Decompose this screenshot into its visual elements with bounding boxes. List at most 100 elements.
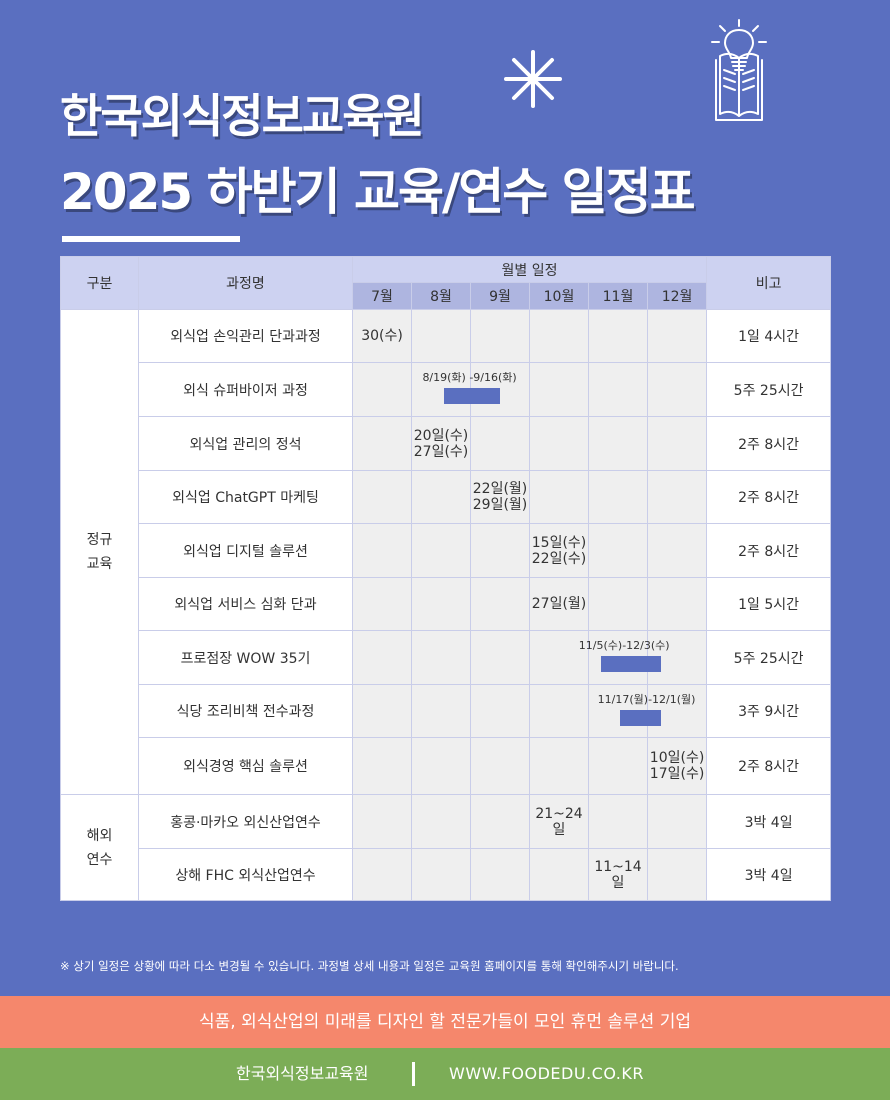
table-row: 외식업 디지털 솔루션 15일(수) 22일(수) 2주 8시간 — [61, 523, 832, 578]
page-title-org: 한국외식정보교육원 — [60, 89, 425, 143]
schedule-date: 10일(수) 17일(수) — [649, 750, 705, 782]
footnote: ※ 상기 일정은 상황에 따라 다소 변경될 수 있습니다. 과정별 상세 내용… — [60, 959, 679, 973]
schedule-date: 15일(수) 22일(수) — [531, 534, 587, 567]
month-cell — [646, 309, 708, 363]
month-cell — [588, 470, 648, 524]
table-row: 외식업 서비스 심화 단과 27일(월) 1일 5시간 — [61, 577, 832, 631]
note-cell: 2주 8시간 — [706, 470, 832, 524]
month-cell — [588, 794, 648, 849]
month-cell — [352, 794, 412, 849]
note-cell: 5주 25시간 — [706, 630, 832, 685]
note-cell: 2주 8시간 — [706, 416, 832, 471]
header-month-aug: 8월 — [411, 282, 471, 310]
month-cell — [470, 684, 530, 738]
table-row: 외식경영 핵심 솔루션 10일(수) 17일(수) 2주 8시간 — [61, 737, 832, 795]
category-cell: 정규 교육 — [60, 309, 139, 795]
course-name: 외식경영 핵심 솔루션 — [138, 737, 353, 795]
schedule-range-bar — [619, 709, 661, 726]
month-cell — [411, 737, 471, 795]
note-cell: 1일 5시간 — [706, 577, 832, 631]
header-course: 과정명 — [138, 256, 353, 310]
table-row: 프로점장 WOW 35기 11/5(수)-12/3(수) 5주 25시간 — [61, 630, 832, 685]
table-row: 정규 교육 외식업 손익관리 단과과정 30(수) 1일 4시간 — [60, 309, 832, 795]
course-name: 홍콩·마카오 외신산업연수 — [138, 794, 353, 849]
month-cell — [588, 523, 648, 578]
month-cell: 21~24일 — [529, 794, 589, 849]
month-cell — [646, 362, 708, 417]
month-cell — [470, 794, 530, 849]
month-cell — [470, 577, 530, 631]
note-cell: 3주 9시간 — [706, 684, 832, 738]
month-cell — [411, 309, 471, 363]
schedule-range-label: 11/17(월)-12/1(월) — [597, 692, 696, 706]
month-cell — [470, 848, 530, 901]
month-cell: 15일(수) 22일(수) — [529, 523, 589, 578]
month-cell — [646, 470, 708, 524]
schedule-date: 21~24일 — [535, 805, 583, 838]
table-row: 해외 연수 홍콩·마카오 외신산업연수 21~24일 3박 4일 — [60, 794, 832, 901]
schedule-date: 20일(수) 27일(수) — [413, 427, 469, 460]
month-cell — [529, 470, 589, 524]
table-row: 외식업 관리의 정석 20일(수) 27일(수) 2주 8시간 — [61, 416, 832, 471]
course-name: 외식업 디지털 솔루션 — [138, 523, 353, 578]
schedule-table: 구분 과정명 월별 일정 비고 7월 8월 9월 10월 11월 12월 정규 … — [60, 256, 832, 901]
schedule-date: 30(수) — [361, 328, 403, 344]
month-cell — [529, 630, 589, 685]
month-cell: 10일(수) 17일(수) — [646, 737, 708, 795]
open-book-lightbulb-icon — [711, 19, 767, 121]
month-cell: 27일(월) — [529, 577, 589, 631]
month-cell — [411, 523, 471, 578]
course-name: 외식업 손익관리 단과과정 — [138, 309, 353, 363]
month-cell — [646, 794, 708, 849]
month-cell: 8/19(화) -9/16(화) — [352, 362, 517, 417]
course-name: 외식 슈퍼바이저 과정 — [138, 362, 353, 417]
header-note: 비고 — [706, 256, 832, 310]
schedule-date: 22일(월) 29일(월) — [472, 481, 528, 513]
title-underline — [62, 236, 240, 242]
slogan-banner: 식품, 외식산업의 미래를 디자인 할 전문가들이 모인 휴먼 솔루션 기업 — [0, 996, 890, 1048]
month-cell — [529, 684, 589, 738]
month-cell — [411, 577, 471, 631]
note-cell: 5주 25시간 — [706, 362, 832, 417]
month-cell: 11/5(수)-12/3(수) — [352, 630, 670, 685]
note-cell: 2주 8시간 — [706, 523, 832, 578]
schedule-date: 27일(월) — [531, 596, 587, 612]
month-cell — [352, 737, 412, 795]
month-cell — [588, 684, 648, 738]
header-monthly: 월별 일정 — [351, 256, 708, 283]
month-cell — [352, 848, 412, 901]
schedule-range-label: 8/19(화) -9/16(화) — [422, 371, 517, 384]
header-month-sep: 9월 — [470, 282, 530, 310]
table-row: 상해 FHC 외식산업연수 11~14일 3박 4일 — [61, 848, 832, 901]
month-cell: 20일(수) 27일(수) — [411, 416, 471, 471]
month-cell — [470, 309, 530, 363]
course-name: 외식업 ChatGPT 마케팅 — [138, 470, 353, 524]
month-cell — [352, 416, 412, 471]
month-cell — [588, 737, 648, 795]
footer-url[interactable]: WWW.FOODEDU.CO.KR — [449, 1064, 644, 1083]
note-cell: 3박 4일 — [706, 794, 832, 849]
month-cell — [352, 577, 412, 631]
month-cell — [470, 630, 530, 685]
month-cell: 11/17(월)-12/1(월) — [352, 684, 695, 738]
header-month-dec: 12월 — [646, 282, 708, 310]
note-cell: 2주 8시간 — [706, 737, 832, 795]
month-cell: 22일(월) 29일(월) — [470, 470, 530, 524]
month-cell — [646, 523, 708, 578]
month-cell — [470, 737, 530, 795]
month-cell — [352, 523, 412, 578]
table-row: 외식업 ChatGPT 마케팅 22일(월) 29일(월) 2주 8시간 — [61, 470, 832, 524]
month-cell — [588, 309, 648, 363]
month-cell — [588, 416, 648, 471]
page-title-schedule: 2025 하반기 교육/연수 일정표 — [60, 163, 696, 221]
course-name: 프로점장 WOW 35기 — [138, 630, 353, 685]
header-month-jul: 7월 — [352, 282, 412, 310]
header-month-nov: 11월 — [588, 282, 648, 310]
category-cell: 해외 연수 — [60, 794, 139, 901]
month-cell — [529, 362, 589, 417]
month-cell — [411, 630, 471, 685]
header-category: 구분 — [60, 256, 139, 310]
header-month-oct: 10월 — [529, 282, 589, 310]
month-cell: 30(수) — [352, 309, 412, 363]
footer-bar: 한국외식정보교육원 WWW.FOODEDU.CO.KR — [0, 1048, 890, 1100]
